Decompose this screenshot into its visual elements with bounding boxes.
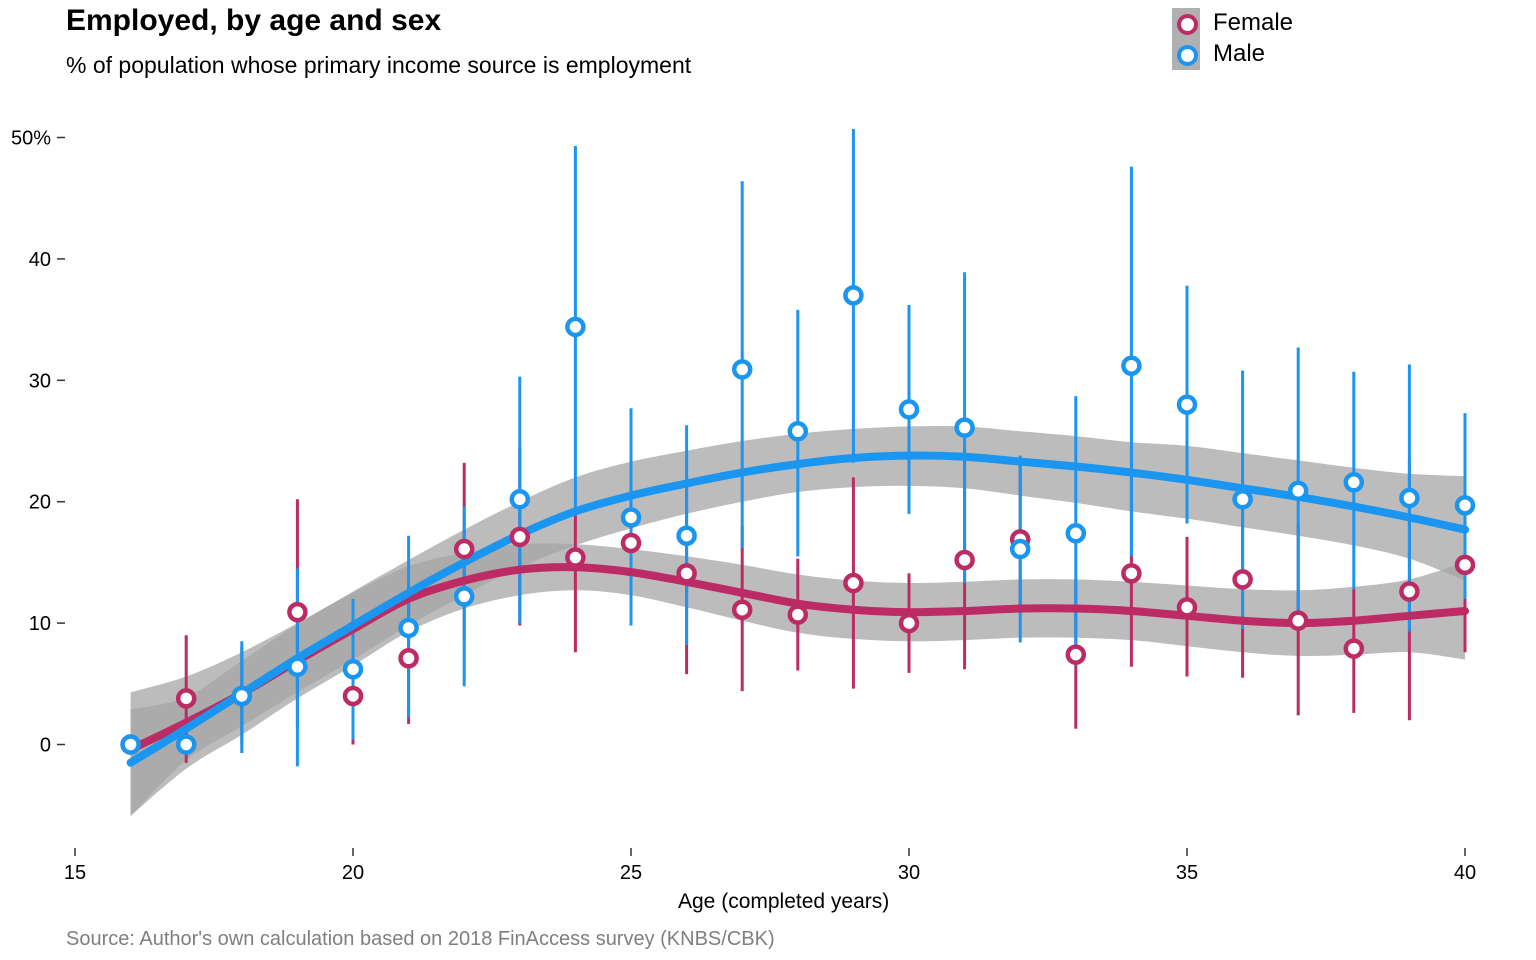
x-axis-label: Age (completed years) [678, 890, 890, 913]
data-point-female [1287, 610, 1309, 631]
y-axis: 0 10 20 30 40 50% [11, 128, 65, 757]
data-point-female [453, 538, 475, 560]
data-point-male [1176, 394, 1198, 415]
data-point-male [1065, 523, 1087, 544]
data-point-male [843, 285, 864, 306]
data-point-male [342, 658, 364, 680]
data-point-female [620, 532, 642, 554]
confidence-band-male [130, 425, 1466, 817]
smooth-lines [126, 451, 1469, 767]
y-tick-label: 20 [29, 492, 51, 514]
data-point-female [509, 526, 531, 548]
data-point-male [1454, 495, 1476, 516]
legend-key-female [1172, 8, 1200, 39]
x-tick-label: 30 [898, 862, 920, 884]
data-point-female [398, 648, 419, 669]
data-point-male [120, 734, 141, 755]
data-point-male [231, 685, 253, 707]
source-caption: Source: Author's own calculation based o… [66, 928, 775, 950]
y-tick-label: 40 [29, 249, 51, 271]
data-point-male [1009, 538, 1031, 560]
data-point-male [676, 525, 697, 546]
data-point-male [898, 399, 920, 420]
x-tick-label: 40 [1454, 862, 1476, 884]
data-point-female [676, 563, 697, 584]
data-point-male [287, 656, 308, 678]
data-point-female [342, 685, 364, 707]
data-point-male [1287, 480, 1309, 502]
data-point-female [731, 599, 753, 620]
x-tick-label: 25 [620, 862, 642, 884]
data-point-male [731, 359, 753, 380]
y-tick-label: 30 [29, 370, 51, 392]
data-point-male [1343, 472, 1365, 493]
data-point-female [565, 547, 586, 568]
x-axis: 15 20 25 30 35 40 [64, 848, 1476, 884]
x-tick-label: 35 [1176, 862, 1198, 884]
data-points [120, 285, 1476, 755]
data-point-female [1065, 644, 1087, 665]
data-point-female [787, 604, 809, 625]
chart-subtitle: % of population whose primary income sou… [66, 52, 692, 78]
data-point-male [453, 586, 475, 607]
data-point-female [1176, 597, 1198, 618]
data-point-female [898, 612, 920, 634]
chart-title: Employed, by age and sex [66, 4, 442, 37]
smooth-line-male [126, 451, 1469, 767]
data-point-female [175, 688, 197, 709]
data-point-male [509, 489, 531, 510]
data-point-female [843, 572, 864, 594]
x-tick-label: 20 [342, 862, 364, 884]
data-point-female [1399, 581, 1420, 602]
data-point-female [954, 549, 975, 571]
data-point-male [398, 617, 419, 639]
data-point-male [620, 507, 642, 528]
data-point-female [287, 601, 308, 623]
data-point-male [787, 421, 809, 442]
data-point-male [1121, 355, 1142, 376]
data-point-male [954, 417, 975, 438]
data-point-female [1343, 638, 1365, 659]
y-tick-label: 10 [29, 613, 51, 635]
data-point-male [565, 316, 586, 338]
legend-label-female: Female [1213, 9, 1294, 36]
data-point-male [1232, 489, 1253, 510]
data-point-male [1399, 487, 1420, 509]
y-tick-label: 0 [40, 735, 51, 757]
legend-key-male [1172, 39, 1200, 70]
data-point-female [1454, 554, 1476, 576]
data-point-female [1232, 569, 1253, 590]
x-tick-label: 15 [64, 862, 86, 884]
data-point-female [1121, 563, 1142, 584]
legend-label-male: Male [1213, 40, 1266, 67]
data-point-male [175, 734, 197, 755]
y-tick-label: 50% [11, 128, 51, 150]
